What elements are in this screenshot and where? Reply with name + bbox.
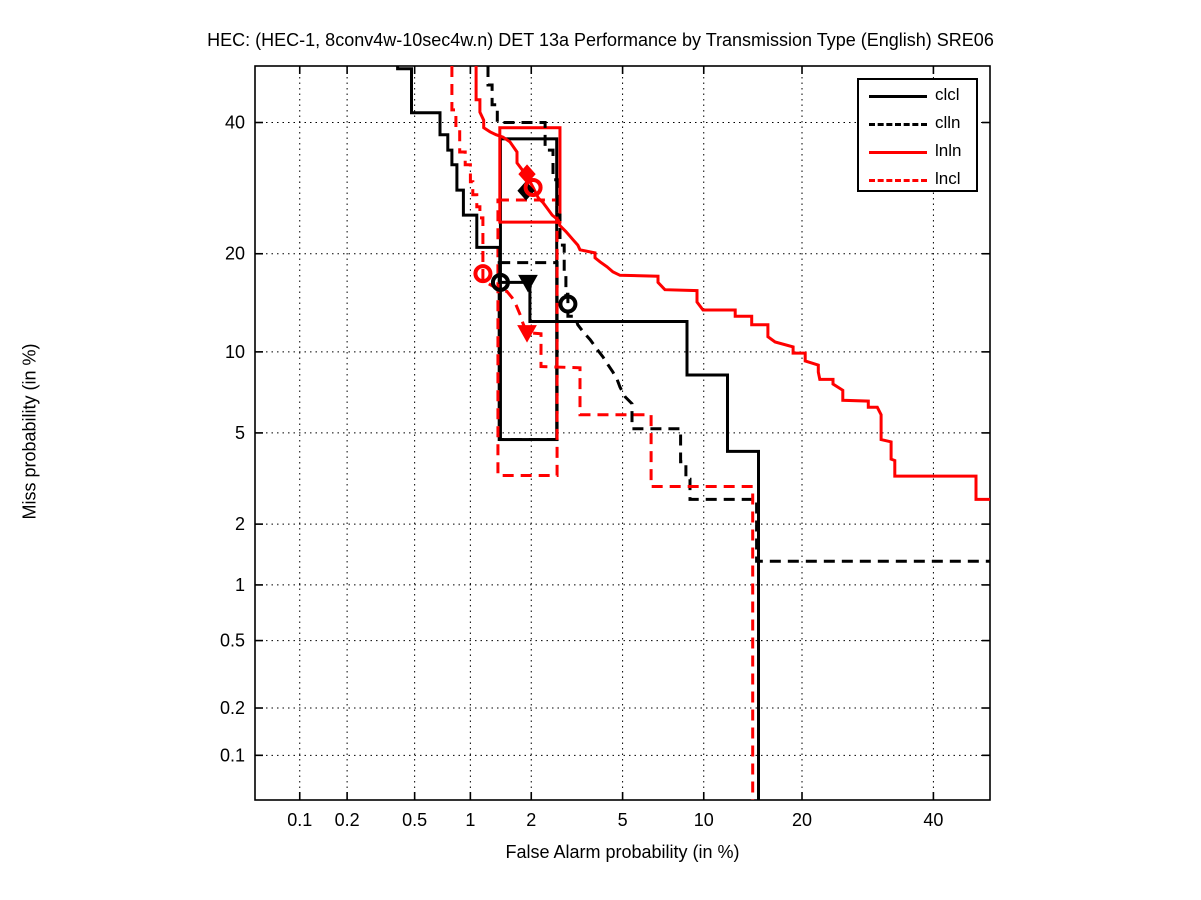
y-tick-label: 40	[225, 113, 245, 133]
marker-clcl-circle	[490, 272, 510, 292]
x-tick-label: 20	[792, 810, 812, 830]
y-tick-label: 0.1	[220, 745, 245, 765]
marker-lncl-triangle-down	[517, 325, 537, 343]
det-curve-clcl	[396, 66, 760, 800]
chart-title: HEC: (HEC-1, 8conv4w-10sec4w.n) DET 13a …	[207, 30, 994, 50]
x-axis-label: False Alarm probability (in %)	[505, 842, 740, 862]
x-tick-label: 0.2	[335, 810, 360, 830]
legend-line-clcl	[869, 95, 927, 98]
legend-label-clcl: clcl	[935, 85, 960, 104]
det-curve-clln	[486, 66, 990, 563]
x-tick-label: 40	[923, 810, 943, 830]
legend-entry-clcl: clcl	[859, 82, 976, 110]
det-curve-lncl	[450, 66, 755, 800]
marker-clcl-triangle-down	[518, 274, 538, 293]
y-tick-label: 20	[225, 244, 245, 264]
marker-lncl-circle	[473, 264, 493, 284]
y-tick-label: 0.5	[220, 631, 245, 651]
legend-line-lnln	[869, 151, 927, 154]
x-tick-label: 10	[694, 810, 714, 830]
legend-entry-lncl: lncl	[859, 166, 976, 194]
marker-lnln-circle	[523, 177, 543, 197]
y-tick-label: 5	[235, 423, 245, 443]
y-tick-label: 2	[235, 514, 245, 534]
dcf-box-lncl	[496, 198, 559, 477]
x-tick-label: 5	[618, 810, 628, 830]
y-tick-label: 1	[235, 575, 245, 595]
y-axis-label: Miss probability (in %)	[19, 343, 40, 520]
dcf-box-lnln	[498, 126, 562, 224]
legend-entry-clln: clln	[859, 110, 976, 138]
legend-line-lncl	[869, 179, 927, 182]
legend-label-lnln: lnln	[935, 141, 962, 160]
dcf-box-clln	[497, 261, 559, 442]
marker-clln-circle	[558, 294, 578, 314]
legend-box: clcl clln lnln lncl	[857, 78, 978, 192]
legend-label-clln: clln	[935, 113, 961, 132]
det-curve-lnln	[474, 66, 990, 501]
tick-marks	[255, 66, 990, 800]
x-tick-label: 0.1	[287, 810, 312, 830]
x-tick-label: 0.5	[402, 810, 427, 830]
legend-line-clln	[869, 123, 927, 126]
tick-labels: 0.1 0.2 0.5 1 2 5 10 20 40 0.1 0.2 0.5 1 2 5 10 20 40	[220, 113, 943, 830]
legend-label-lncl: lncl	[935, 169, 961, 188]
x-tick-label: 2	[526, 810, 536, 830]
legend-entry-lnln: lnln	[859, 138, 976, 166]
y-tick-label: 10	[225, 342, 245, 362]
x-tick-label: 1	[465, 810, 475, 830]
y-tick-label: 0.2	[220, 698, 245, 718]
